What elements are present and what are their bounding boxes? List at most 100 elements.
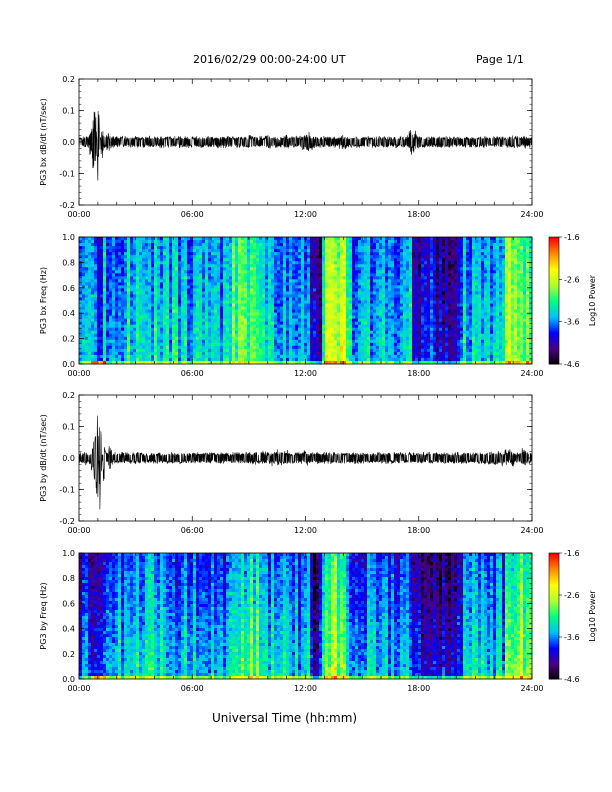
heatmap-cell [163, 351, 167, 356]
heatmap-cell [412, 306, 416, 310]
heatmap-cell [271, 246, 275, 250]
heatmap-cell [421, 360, 425, 365]
heatmap-cell [394, 336, 398, 341]
heatmap-cell [265, 282, 269, 286]
heatmap-cell [184, 285, 188, 289]
heatmap-cell [190, 252, 194, 256]
heatmap-cell [148, 318, 152, 323]
heatmap-cell [256, 285, 260, 289]
heatmap-cell [220, 306, 224, 310]
heatmap-cell [91, 354, 95, 359]
heatmap-cell [334, 276, 338, 280]
heatmap-cell [166, 327, 170, 332]
heatmap-cell [397, 237, 401, 241]
heatmap-cell [112, 288, 116, 292]
heatmap-cell [310, 330, 314, 335]
heatmap-cell [178, 324, 182, 329]
heatmap-cell [274, 300, 278, 304]
heatmap-cell [268, 255, 272, 259]
heatmap-cell [238, 345, 242, 350]
heatmap-cell [136, 249, 140, 253]
heatmap-cell [421, 339, 425, 344]
heatmap-cell [244, 354, 248, 359]
heatmap-cell [166, 285, 170, 289]
heatmap-cell [82, 321, 86, 326]
heatmap-cell [214, 330, 218, 335]
heatmap-cell [325, 348, 329, 353]
heatmap-cell [355, 339, 359, 344]
heatmap-cell [307, 285, 311, 289]
heatmap-cell [328, 333, 332, 338]
heatmap-cell [283, 303, 287, 307]
heatmap-cell [223, 237, 227, 241]
heatmap-cell [277, 297, 281, 301]
heatmap-cell [388, 357, 392, 362]
heatmap-cell [304, 348, 308, 353]
heatmap-cell [364, 360, 368, 365]
heatmap-cell [385, 345, 389, 350]
heatmap-cell [280, 360, 284, 365]
heatmap-cell [280, 255, 284, 259]
heatmap-cell [127, 243, 131, 247]
heatmap-cell [304, 294, 308, 298]
heatmap-cell [193, 240, 197, 244]
heatmap-cell [184, 246, 188, 250]
heatmap-cell [388, 345, 392, 350]
heatmap-cell [337, 339, 341, 344]
heatmap-cell [88, 294, 92, 298]
heatmap-cell [355, 303, 359, 307]
heatmap-cell [364, 297, 368, 301]
heatmap-cell [178, 264, 182, 268]
heatmap-cell [397, 309, 401, 313]
heatmap-cell [121, 360, 125, 365]
heatmap-cell [136, 279, 140, 283]
heatmap-cell [106, 243, 110, 247]
heatmap-cell [367, 348, 371, 353]
heatmap-cell [82, 273, 86, 277]
heatmap-cell [82, 279, 86, 283]
heatmap-cell [322, 309, 326, 313]
heatmap-cell [253, 297, 257, 301]
heatmap-cell [118, 309, 122, 313]
heatmap-cell [121, 264, 125, 268]
heatmap-cell [211, 288, 215, 292]
heatmap-cell [385, 294, 389, 298]
heatmap-cell [274, 324, 278, 329]
x-tick-label: 06:00 [181, 210, 204, 219]
heatmap-cell [127, 336, 131, 341]
heatmap-cell [319, 324, 323, 329]
heatmap-cell [373, 330, 377, 335]
heatmap-cell [178, 288, 182, 292]
heatmap-cell [358, 276, 362, 280]
heatmap-cell [292, 333, 296, 338]
heatmap-cell [169, 324, 173, 329]
heatmap-cell [412, 351, 416, 356]
heatmap-cell [217, 270, 221, 274]
heatmap-cell [118, 321, 122, 326]
heatmap-cell [331, 297, 335, 301]
heatmap-cell [400, 339, 404, 344]
heatmap-cell [358, 252, 362, 256]
heatmap-cell [223, 273, 227, 277]
heatmap-cell [187, 330, 191, 335]
heatmap-cell [88, 321, 92, 326]
heatmap-cell [295, 261, 299, 265]
heatmap-cell [109, 300, 113, 304]
heatmap-cell [145, 315, 149, 320]
heatmap-cell [175, 357, 179, 362]
heatmap-cell [145, 345, 149, 350]
heatmap-cell [184, 321, 188, 326]
heatmap-cell [160, 237, 164, 241]
heatmap-cell [295, 264, 299, 268]
heatmap-cell [325, 312, 329, 317]
heatmap-cell [295, 249, 299, 253]
heatmap-cell [259, 279, 263, 283]
heatmap-cell [202, 249, 206, 253]
heatmap-cell [256, 261, 260, 265]
heatmap-cell [214, 279, 218, 283]
heatmap-cell [112, 258, 116, 262]
heatmap-cell [187, 345, 191, 350]
heatmap-cell [169, 306, 173, 310]
heatmap-cell [121, 306, 125, 310]
heatmap-cell [289, 303, 293, 307]
